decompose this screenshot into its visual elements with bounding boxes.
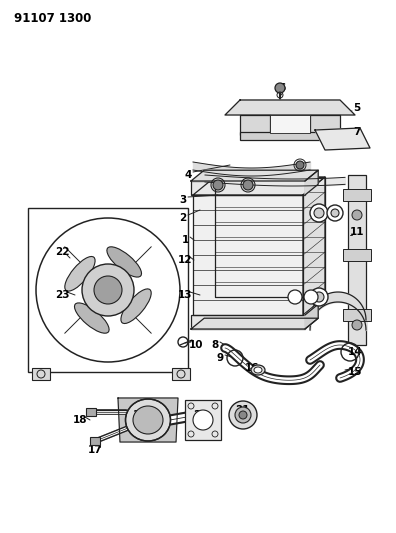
Text: 13: 13 [178,290,192,300]
Circle shape [352,210,362,220]
Circle shape [288,290,302,304]
Ellipse shape [254,367,262,373]
Text: 16: 16 [245,363,259,373]
Polygon shape [305,304,318,329]
Polygon shape [303,177,325,315]
Bar [191,181,305,195]
Text: 8: 8 [211,340,219,350]
Circle shape [310,288,328,306]
Text: 21: 21 [235,405,249,415]
Bar [86,408,96,416]
Bar [343,309,371,321]
Ellipse shape [65,256,95,291]
Text: 23: 23 [55,290,69,300]
Polygon shape [191,318,318,329]
Text: 9: 9 [217,353,224,363]
Bar [28,208,188,372]
Text: 12: 12 [178,255,192,265]
Circle shape [243,180,253,190]
Text: 15: 15 [348,367,362,377]
Bar [90,437,100,445]
Text: 3: 3 [179,195,187,205]
Text: 22: 22 [55,247,69,257]
Ellipse shape [121,289,151,324]
Circle shape [296,161,304,169]
Text: 18: 18 [73,415,87,425]
Text: 14: 14 [348,347,362,357]
Text: 19: 19 [133,410,147,420]
Text: 11: 11 [350,227,364,237]
Ellipse shape [107,247,141,277]
Circle shape [82,264,134,316]
Circle shape [352,320,362,330]
Ellipse shape [133,406,163,434]
Circle shape [235,407,251,423]
Bar [343,249,371,261]
Circle shape [314,292,324,302]
Circle shape [304,290,318,304]
Circle shape [36,218,180,362]
Circle shape [331,209,339,217]
Text: 6: 6 [278,83,286,93]
Text: 2: 2 [179,213,187,223]
Polygon shape [315,128,370,150]
Polygon shape [191,170,318,181]
Text: 4: 4 [184,170,192,180]
Circle shape [193,410,213,430]
Text: 91107 1300: 91107 1300 [14,12,91,25]
Circle shape [310,204,328,222]
Ellipse shape [74,303,109,333]
Polygon shape [215,177,325,297]
Text: 5: 5 [353,103,361,113]
Circle shape [94,276,122,304]
Text: 17: 17 [88,445,102,455]
Bar [348,175,366,345]
Polygon shape [118,398,178,442]
Circle shape [229,401,257,429]
Circle shape [314,208,324,218]
Bar [270,115,310,133]
Polygon shape [305,170,318,195]
Ellipse shape [251,365,265,375]
Circle shape [213,180,223,190]
Bar [310,115,340,135]
Bar [185,400,221,440]
Bar [32,368,50,380]
Polygon shape [193,177,325,195]
Text: 1: 1 [181,235,188,245]
Circle shape [327,205,343,221]
Bar [240,132,340,140]
Ellipse shape [126,399,171,441]
Bar [172,368,190,380]
Bar [343,189,371,201]
Circle shape [239,411,247,419]
Bar [191,315,305,329]
Polygon shape [225,100,355,115]
Text: 10: 10 [189,340,203,350]
Circle shape [275,83,285,93]
Bar [240,115,270,135]
Text: 20: 20 [193,410,207,420]
Text: 7: 7 [353,127,361,137]
Polygon shape [193,195,303,315]
